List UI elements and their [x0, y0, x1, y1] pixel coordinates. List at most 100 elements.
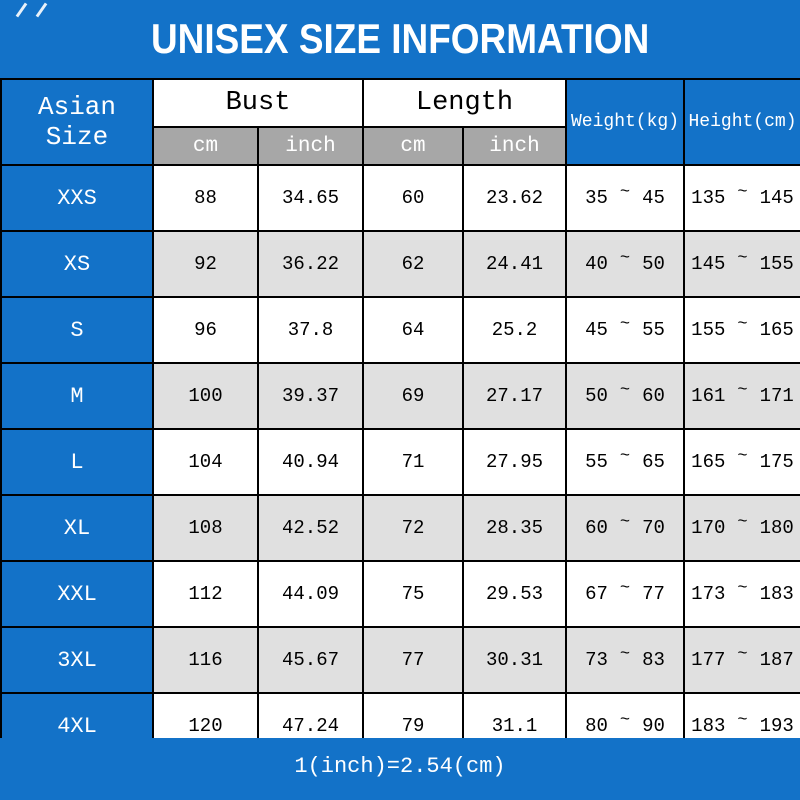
weight-range: 60 ~70 — [565, 494, 685, 562]
height-range: 155 ~165 — [683, 296, 800, 364]
height-max: 193 — [759, 715, 794, 737]
size-label: XL — [0, 494, 154, 562]
length-inch-value: 25.2 — [462, 296, 567, 364]
weight-max: 70 — [642, 517, 665, 539]
weight-range: 45 ~55 — [565, 296, 685, 364]
size-label: M — [0, 362, 154, 430]
height-max: 165 — [759, 319, 794, 341]
tilde: ~ — [737, 183, 748, 202]
length-cm-value: 60 — [362, 164, 464, 232]
weight-range: 73 ~83 — [565, 626, 685, 694]
bust-cm-value: 92 — [152, 230, 259, 298]
bust-cm-value: 116 — [152, 626, 259, 694]
header-bust-cm: cm — [152, 126, 259, 166]
bust-cm-value: 88 — [152, 164, 259, 232]
header-weight: Weight(kg) — [565, 78, 685, 166]
tilde: ~ — [619, 249, 631, 268]
corner-marks-decoration — [14, 2, 74, 18]
weight-min: 50 — [585, 385, 608, 407]
height-min: 177 — [691, 649, 726, 671]
length-cm-value: 64 — [362, 296, 464, 364]
footer-bar: 1(inch)=2.54(cm) — [0, 738, 800, 800]
bust-inch-value: 45.67 — [257, 626, 364, 694]
length-inch-value: 27.17 — [462, 362, 567, 430]
weight-range: 40 ~50 — [565, 230, 685, 298]
bust-cm-value: 104 — [152, 428, 259, 496]
tilde: ~ — [619, 711, 631, 730]
tilde: ~ — [619, 513, 631, 532]
tilde: ~ — [737, 579, 748, 598]
length-cm-value: 69 — [362, 362, 464, 430]
weight-max: 65 — [642, 451, 665, 473]
tilde: ~ — [737, 315, 748, 334]
tilde: ~ — [737, 645, 748, 664]
height-min: 135 — [691, 187, 726, 209]
bust-inch-value: 36.22 — [257, 230, 364, 298]
height-min: 161 — [691, 385, 726, 407]
height-max: 183 — [759, 583, 794, 605]
weight-max: 83 — [642, 649, 665, 671]
bust-inch-value: 40.94 — [257, 428, 364, 496]
size-label: S — [0, 296, 154, 364]
height-max: 145 — [759, 187, 794, 209]
tilde: ~ — [619, 381, 631, 400]
height-min: 145 — [691, 253, 726, 275]
weight-max: 60 — [642, 385, 665, 407]
height-range: 135 ~145 — [683, 164, 800, 232]
height-max: 175 — [759, 451, 794, 473]
table-row: M 100 39.37 69 27.17 50 ~60 161 ~171 — [0, 362, 800, 430]
weight-range: 67 ~77 — [565, 560, 685, 628]
conversion-note: 1(inch)=2.54(cm) — [294, 754, 506, 779]
height-max: 180 — [759, 517, 794, 539]
length-inch-value: 27.95 — [462, 428, 567, 496]
weight-max: 90 — [642, 715, 665, 737]
tilde: ~ — [737, 711, 748, 730]
weight-max: 77 — [642, 583, 665, 605]
tilde: ~ — [619, 447, 631, 466]
bust-cm-value: 108 — [152, 494, 259, 562]
header-length: Length — [362, 78, 567, 128]
table-row: XL 108 42.52 72 28.35 60 ~70 170 ~180 — [0, 494, 800, 562]
height-range: 161 ~171 — [683, 362, 800, 430]
length-cm-value: 72 — [362, 494, 464, 562]
size-label: XXS — [0, 164, 154, 232]
height-max: 155 — [759, 253, 794, 275]
weight-min: 45 — [585, 319, 608, 341]
table-row: XXS 88 34.65 60 23.62 35 ~45 135 ~145 — [0, 164, 800, 232]
bust-inch-value: 39.37 — [257, 362, 364, 430]
weight-max: 50 — [642, 253, 665, 275]
bust-cm-value: 96 — [152, 296, 259, 364]
weight-range: 35 ~45 — [565, 164, 685, 232]
size-label: L — [0, 428, 154, 496]
size-table: Asian Size Bust Length Weight(kg) Height… — [0, 78, 800, 760]
header-bust: Bust — [152, 78, 364, 128]
length-cm-value: 71 — [362, 428, 464, 496]
height-min: 183 — [691, 715, 726, 737]
header-asian-size: Asian Size — [0, 78, 154, 166]
weight-min: 55 — [585, 451, 608, 473]
page-title: UNISEX SIZE INFORMATION — [150, 15, 650, 62]
header-height: Height(cm) — [683, 78, 800, 166]
bust-inch-value: 44.09 — [257, 560, 364, 628]
weight-min: 35 — [585, 187, 608, 209]
tilde: ~ — [619, 315, 631, 334]
weight-range: 55 ~65 — [565, 428, 685, 496]
length-cm-value: 77 — [362, 626, 464, 694]
length-inch-value: 24.41 — [462, 230, 567, 298]
bust-inch-value: 42.52 — [257, 494, 364, 562]
size-label: XXL — [0, 560, 154, 628]
weight-min: 40 — [585, 253, 608, 275]
table-row: XXL 112 44.09 75 29.53 67 ~77 173 ~183 — [0, 560, 800, 628]
length-inch-value: 28.35 — [462, 494, 567, 562]
bust-inch-value: 37.8 — [257, 296, 364, 364]
weight-min: 73 — [585, 649, 608, 671]
title-bar: UNISEX SIZE INFORMATION — [0, 0, 800, 78]
length-inch-value: 29.53 — [462, 560, 567, 628]
length-inch-value: 23.62 — [462, 164, 567, 232]
length-cm-value: 75 — [362, 560, 464, 628]
tilde: ~ — [737, 513, 748, 532]
height-range: 165 ~175 — [683, 428, 800, 496]
height-min: 173 — [691, 583, 726, 605]
height-max: 171 — [759, 385, 794, 407]
tilde: ~ — [619, 579, 631, 598]
